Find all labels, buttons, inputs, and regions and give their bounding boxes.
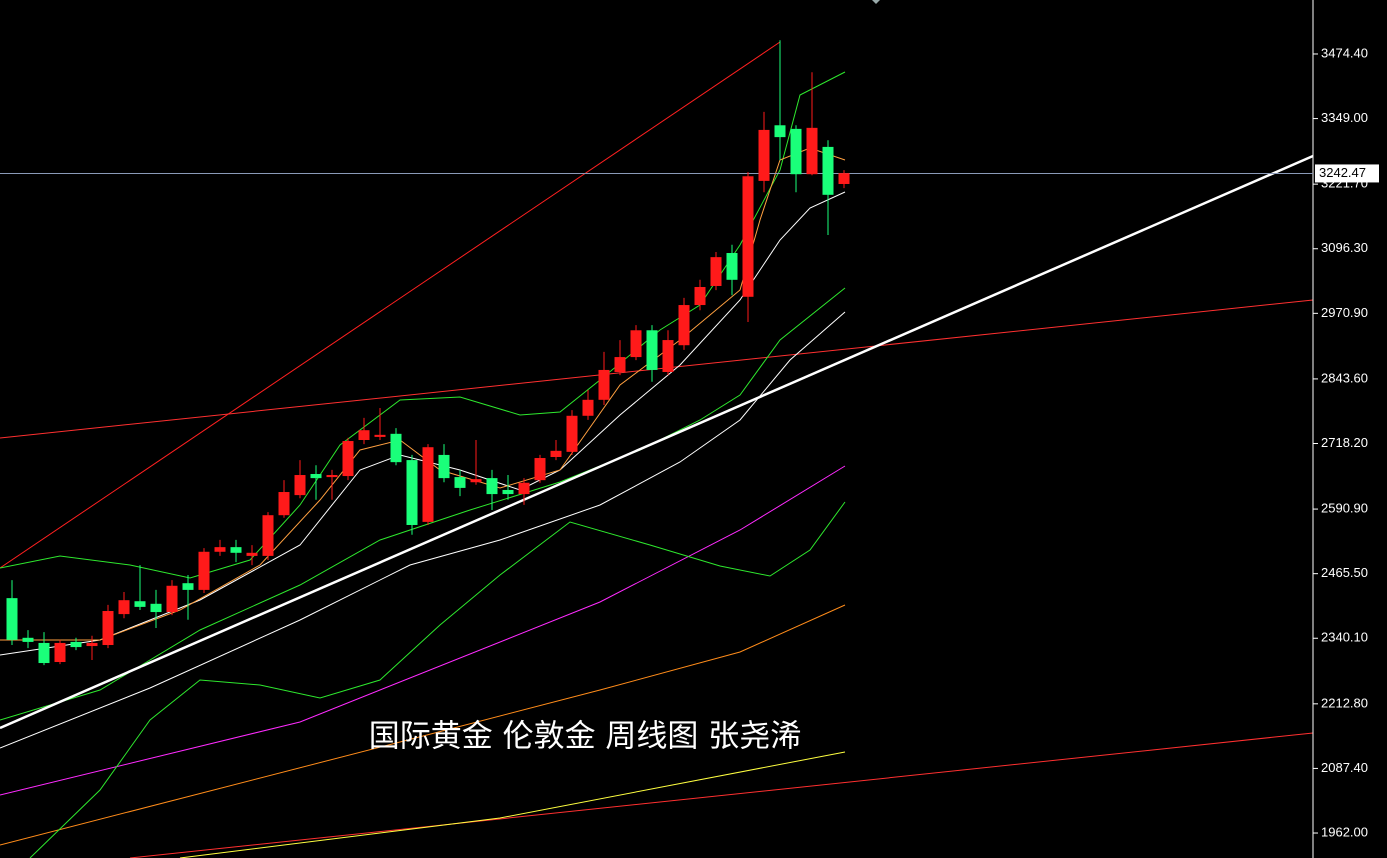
axis: 1962.00 2087.40 2212.80 2340.10 2465.50 2590.…: [1313, 45, 1379, 839]
trend-line: [0, 154, 1314, 730]
candle-body: [230, 547, 242, 553]
overlay-lines: [0, 0, 1314, 858]
candle-body: [182, 583, 194, 590]
trend-line: [0, 41, 781, 569]
candle-body: [102, 611, 114, 646]
candle-body: [150, 603, 162, 613]
candle-body: [534, 458, 546, 481]
candle-body: [790, 128, 802, 175]
y-tick-label: 2465.50: [1321, 565, 1368, 580]
ma-line: [179, 751, 846, 858]
candle-body: [614, 357, 626, 373]
candle-body: [518, 482, 530, 495]
candle-body: [822, 146, 834, 195]
candle-body: [582, 399, 594, 416]
candle-body: [694, 287, 706, 306]
candle-body: [118, 600, 130, 615]
candle-body: [310, 473, 322, 479]
ma-line: [29, 501, 846, 858]
y-tick-label: 3096.30: [1321, 240, 1368, 255]
candle-body: [326, 475, 338, 478]
candle-body: [22, 637, 34, 642]
candle-body: [454, 477, 466, 488]
y-tick-label: 2970.90: [1321, 305, 1368, 320]
ma-line: [0, 311, 846, 749]
candle-body: [758, 129, 770, 181]
candle-body: [374, 434, 386, 437]
candle-body: [486, 478, 498, 495]
ma-line: [0, 147, 846, 641]
candle-body: [198, 551, 210, 590]
y-tick-label: 2843.60: [1321, 370, 1368, 385]
y-tick-label: 2340.10: [1321, 630, 1368, 645]
candle-body: [214, 547, 226, 552]
ma-line: [0, 604, 846, 846]
candle-body: [422, 447, 434, 522]
y-tick-label: 2590.90: [1321, 501, 1368, 516]
candle-body: [742, 176, 754, 297]
candle-body: [838, 173, 850, 184]
band-line: [0, 287, 846, 721]
candle-body: [710, 257, 722, 286]
candle-body: [566, 415, 578, 452]
candle-body: [342, 441, 354, 477]
candle-body: [278, 492, 290, 516]
candle-body: [406, 460, 418, 525]
y-tick-label: 2212.80: [1321, 695, 1368, 710]
candle-body: [70, 641, 82, 648]
candle-body: [358, 430, 370, 440]
trend-line: [129, 732, 1314, 858]
candle-body: [262, 515, 274, 556]
candle-body: [502, 489, 514, 495]
y-tick-label: 3474.40: [1321, 45, 1368, 60]
candle-body: [726, 253, 738, 280]
y-tick-label: 3349.00: [1321, 110, 1368, 125]
candle-body: [166, 585, 178, 613]
candle-body: [550, 450, 562, 457]
candle-body: [6, 598, 18, 640]
candle-body: [134, 601, 146, 607]
candle-body: [806, 127, 818, 175]
y-tick-label: 2718.20: [1321, 435, 1368, 450]
last-price-box: [1315, 164, 1379, 183]
last-price-label: 3242.47: [1319, 165, 1366, 180]
y-tick-label: 2087.40: [1321, 760, 1368, 775]
candle-body: [470, 479, 482, 483]
candle-body: [598, 369, 610, 400]
candle-body: [438, 454, 450, 479]
candle-body: [774, 125, 786, 138]
candle-body: [662, 340, 674, 373]
candle-body: [294, 475, 306, 496]
candle-body: [246, 552, 258, 556]
candle-body: [54, 642, 66, 663]
candle-body: [38, 642, 50, 664]
marker: [872, 0, 880, 4]
candle-body: [390, 433, 402, 463]
candle-body: [646, 330, 658, 370]
candle-body: [630, 330, 642, 358]
y-tick-label: 1962.00: [1321, 824, 1368, 839]
chart-title: 国际黄金 伦敦金 周线图 张尧浠: [369, 719, 802, 755]
candles: [0, 40, 1313, 666]
candle-body: [678, 305, 690, 346]
candle-body: [86, 642, 98, 647]
ma-line: [0, 465, 846, 796]
